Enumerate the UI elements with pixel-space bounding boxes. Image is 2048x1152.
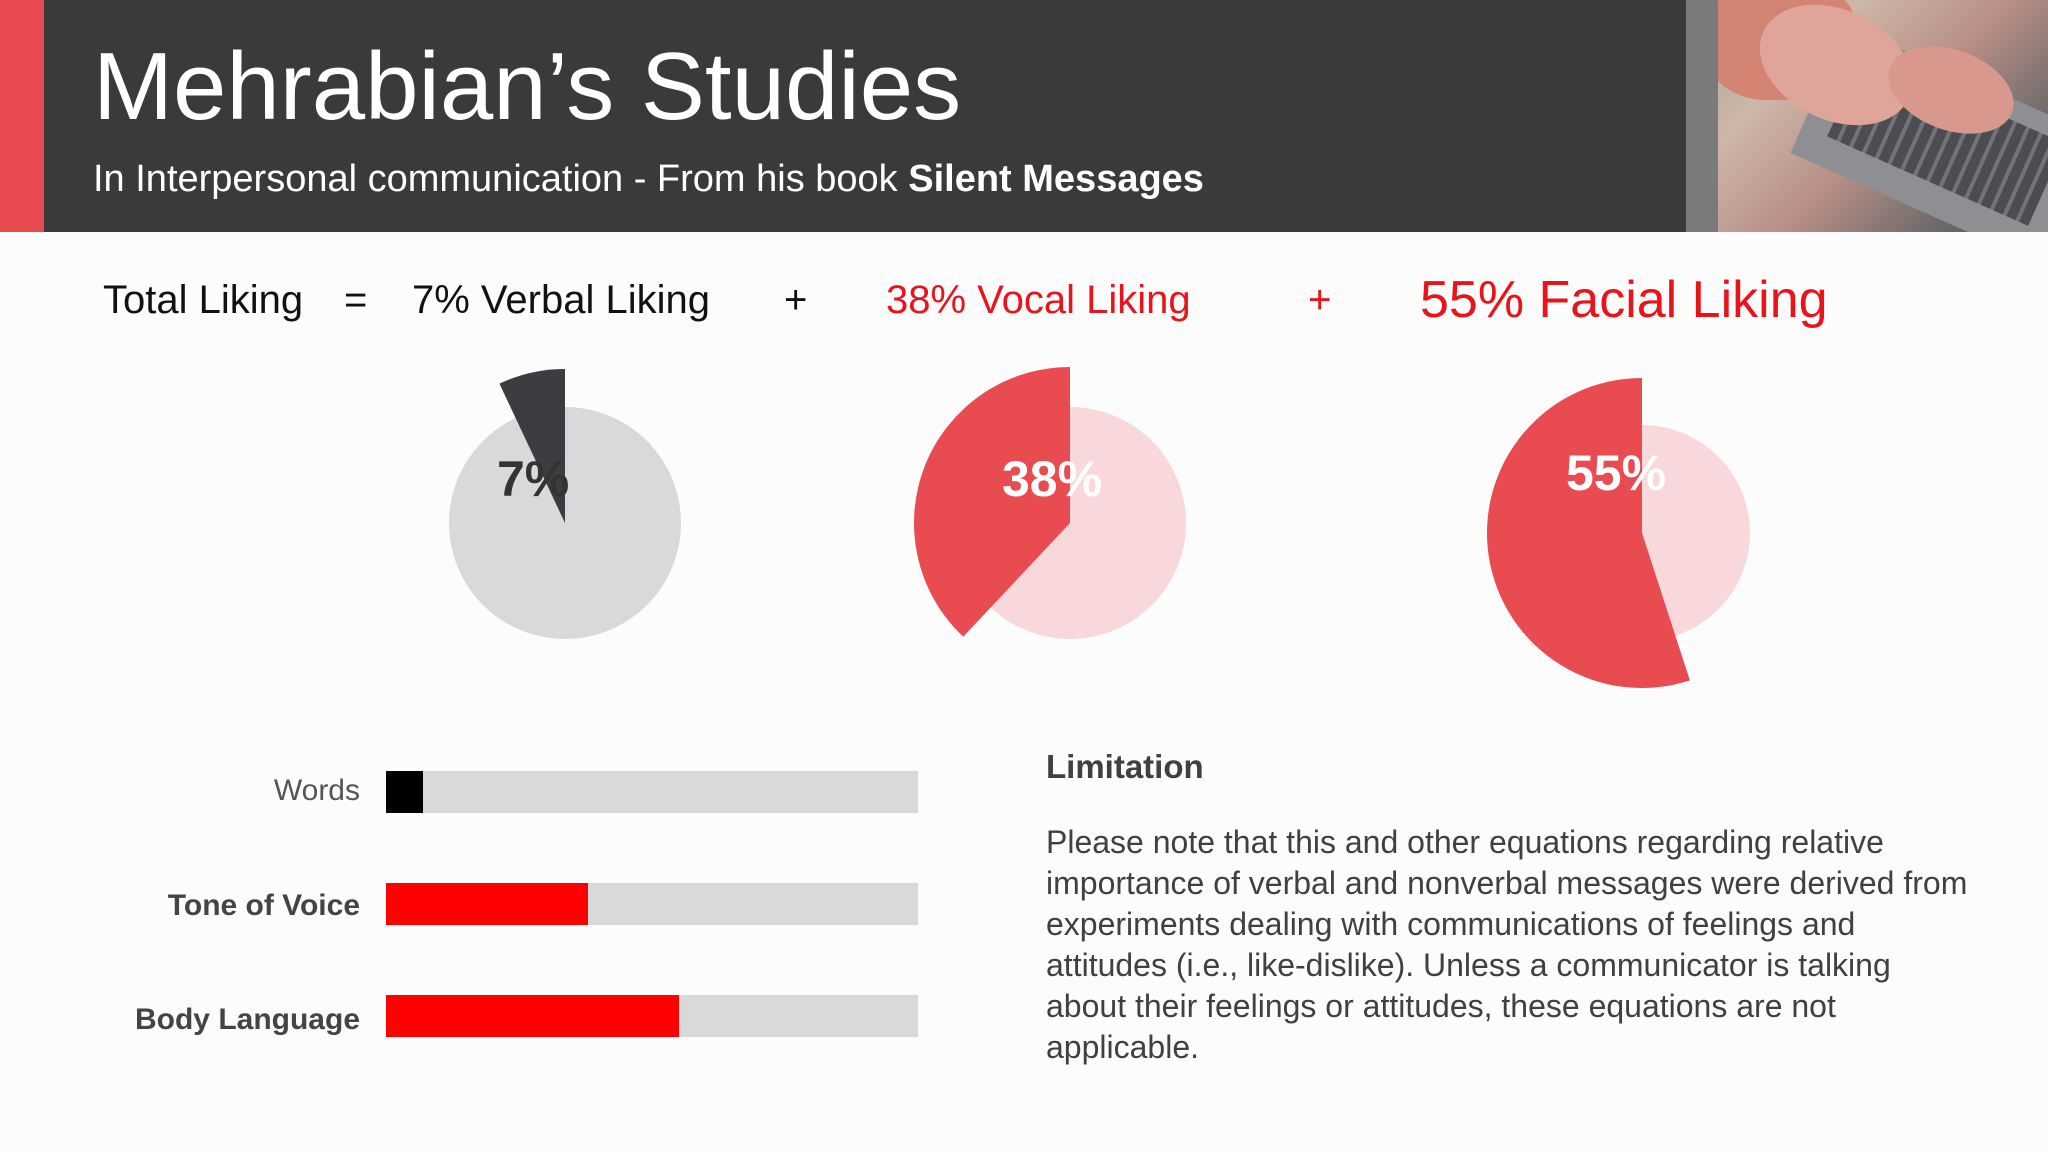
equation-facial-liking: 55% Facial Liking (1420, 271, 1828, 329)
subtitle-text: In Interpersonal communication - From hi… (93, 158, 909, 200)
pie-slice-vocal (913, 367, 1070, 637)
bar-label-body-language: Body Language (134, 1003, 360, 1036)
bar-track-body-language (386, 995, 918, 1037)
limitation-text: Please note that this and other equation… (1046, 824, 1968, 1065)
bar-fill-body-language (386, 995, 679, 1037)
pie-label: 7% (497, 451, 569, 507)
bar-fill-tone-of-voice (386, 883, 589, 925)
pie-slice-verbal (499, 369, 565, 523)
pie-facial: 55% (1486, 378, 1750, 688)
bar-label-words: Words (273, 774, 360, 807)
pie-label: 38% (1002, 451, 1102, 507)
photo-frame (1686, 0, 1718, 232)
bar-track-words (386, 771, 918, 813)
equation-vocal-liking: 38% Vocal Liking (886, 278, 1191, 322)
equation-verbal-liking: 7% Verbal Liking (412, 278, 710, 322)
pie-slice-facial (1486, 378, 1690, 688)
bar-label-tone-of-voice: Tone of Voice (167, 889, 360, 922)
equation-total-liking: Total Liking (103, 278, 304, 322)
equation-plus-2: + (1308, 278, 1332, 322)
pie-label: 55% (1566, 445, 1666, 501)
bar-fill-words (386, 771, 424, 813)
equation-plus-1: + (784, 278, 808, 322)
limitation-heading: Limitation (1046, 748, 1204, 785)
book-title: Silent Messages (908, 158, 1204, 200)
accent-bar (0, 0, 44, 232)
bar-track-tone-of-voice (386, 883, 918, 925)
laptop-typing-photo (1686, 0, 2048, 232)
pie-vocal: 38% (913, 367, 1186, 639)
header-banner: Mehrabian’s Studies In Interpersonal com… (0, 0, 2048, 232)
pie-charts: 7% 38% 55% (448, 367, 1750, 688)
pie-verbal: 7% (448, 369, 681, 639)
slide-subtitle: In Interpersonal communication - From hi… (93, 158, 1204, 201)
pie-slice-rest (448, 407, 681, 639)
equation-equals: = (344, 278, 368, 322)
slide-title: Mehrabian’s Studies (93, 33, 962, 140)
